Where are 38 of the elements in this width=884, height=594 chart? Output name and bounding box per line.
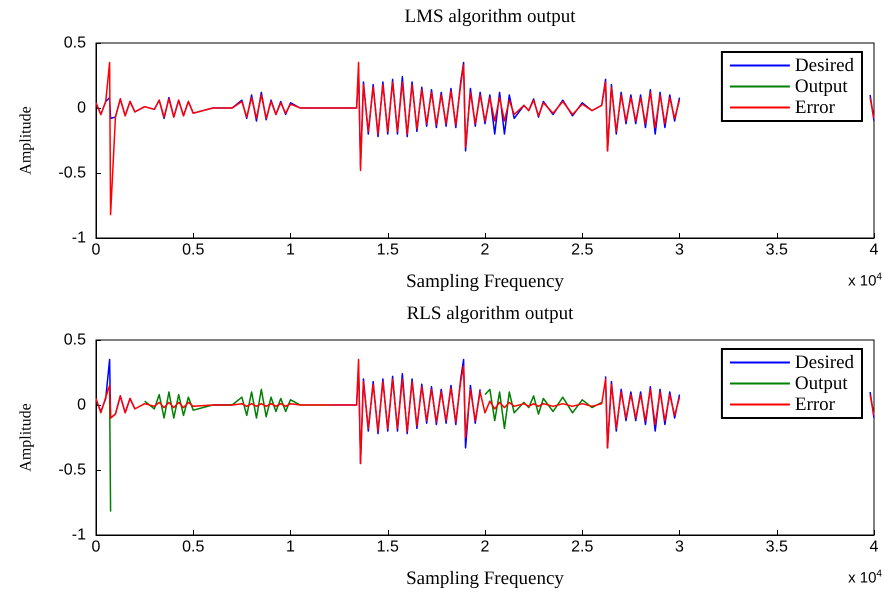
x-tick-label: 2 <box>480 242 490 258</box>
x-tick-label: 3 <box>675 538 684 556</box>
y-axis-title: Amplitude <box>18 403 34 472</box>
x-tick-label: 3 <box>675 242 684 258</box>
x-tick-label: 0.5 <box>182 538 204 556</box>
legend-label: Error <box>794 97 836 118</box>
legend-label: Output <box>794 76 848 97</box>
x-tick-label: 2.5 <box>571 538 594 556</box>
y-tick-label: 0 <box>77 396 86 414</box>
chart-title: LMS algorithm output <box>404 6 576 27</box>
x-tick-label: 3.5 <box>766 538 788 556</box>
x-tick-label: 1 <box>286 242 296 258</box>
legend-label: Desired <box>794 352 854 373</box>
x-tick-label: 0 <box>92 538 101 556</box>
y-tick-label: 0.5 <box>64 34 86 52</box>
x-tick-label: 0.5 <box>182 242 204 258</box>
chart-title: RLS algorithm output <box>406 303 574 324</box>
legend-label: Desired <box>794 55 854 76</box>
x-tick-label: 4 <box>870 538 879 556</box>
y-tick-label: -0.5 <box>58 164 86 182</box>
legend-label: Error <box>794 394 836 415</box>
x-tick-label: 1 <box>286 538 296 556</box>
x-axis-title: Sampling Frequency <box>406 271 564 292</box>
x-tick-label: 3.5 <box>766 242 788 258</box>
x-tick-label: 0 <box>92 242 101 258</box>
x-tick-label: 1.5 <box>376 242 399 258</box>
y-tick-label: 0.5 <box>64 332 86 348</box>
legend-label: Output <box>794 373 848 394</box>
x-tick-label: 2.5 <box>571 242 594 258</box>
y-tick-label: -1 <box>72 526 86 544</box>
y-axis-title: Amplitude <box>18 106 34 175</box>
x-tick-label: 2 <box>480 538 490 556</box>
x-tick-label: 1.5 <box>376 538 399 556</box>
x-axis-title: Sampling Frequency <box>406 568 564 589</box>
y-tick-label: -0.5 <box>58 462 86 478</box>
x-tick-label: 4 <box>870 242 879 258</box>
y-tick-label: -1 <box>72 230 86 246</box>
y-tick-label: 0 <box>77 100 86 116</box>
